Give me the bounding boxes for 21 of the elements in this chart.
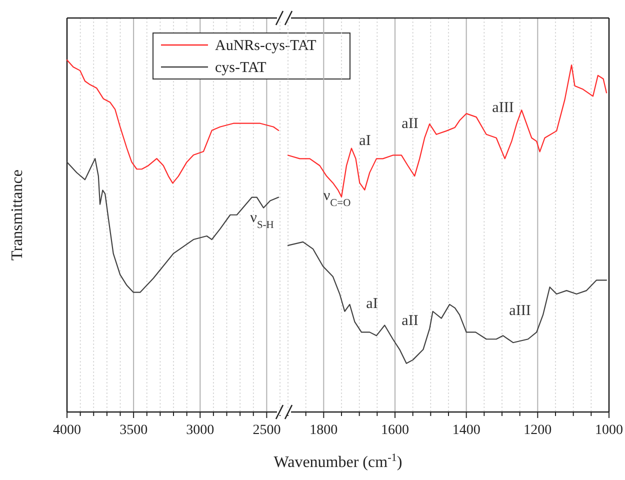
y-axis-title: Transmittance (9, 170, 26, 260)
annotation: ν$_{S-H}$ (250, 210, 274, 230)
legend-label: AuNRs-cys-TAT (215, 38, 316, 54)
x-axis-title: Wavenumber (cm$^{-1}$) (274, 452, 402, 471)
annotation: aII (402, 313, 418, 329)
annotation: aIII (509, 303, 531, 319)
annotation: aIII (492, 100, 514, 116)
legend-label: cys-TAT (215, 60, 266, 76)
x-tick-label: 1800 (310, 423, 338, 438)
annotation: ν$_{C=O}$ (323, 188, 352, 208)
x-tick-label: 4000 (53, 423, 81, 438)
x-tick-label: 1200 (524, 423, 552, 438)
annotation: aI (359, 133, 371, 149)
annotation: aII (402, 116, 418, 132)
x-tick-label: 1000 (595, 423, 623, 438)
x-tick-label: 3000 (186, 423, 214, 438)
annotation: aI (366, 296, 378, 312)
x-tick-label: 2500 (252, 423, 281, 438)
x-tick-label: 3500 (120, 423, 148, 438)
x-tick-label: 1400 (452, 423, 480, 438)
x-tick-label: 1600 (381, 423, 409, 438)
